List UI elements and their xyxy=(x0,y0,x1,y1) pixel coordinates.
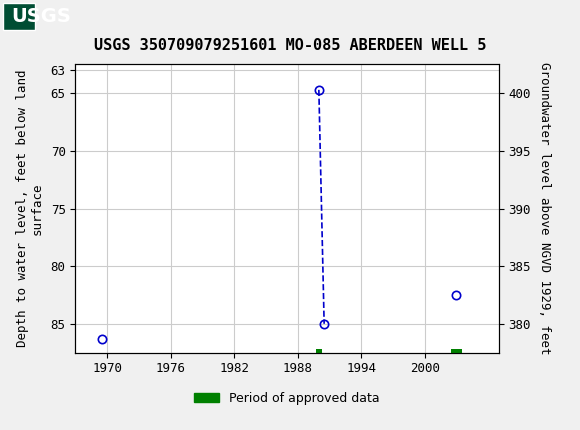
Legend: Period of approved data: Period of approved data xyxy=(189,387,385,410)
Y-axis label: Groundwater level above NGVD 1929, feet: Groundwater level above NGVD 1929, feet xyxy=(538,62,551,355)
Y-axis label: Depth to water level, feet below land
surface: Depth to water level, feet below land su… xyxy=(16,70,44,347)
Text: USGS: USGS xyxy=(12,6,71,26)
FancyBboxPatch shape xyxy=(3,3,35,30)
Bar xyxy=(451,349,462,353)
Text: USGS 350709079251601 MO-085 ABERDEEN WELL 5: USGS 350709079251601 MO-085 ABERDEEN WEL… xyxy=(94,38,486,52)
Bar xyxy=(316,349,322,353)
